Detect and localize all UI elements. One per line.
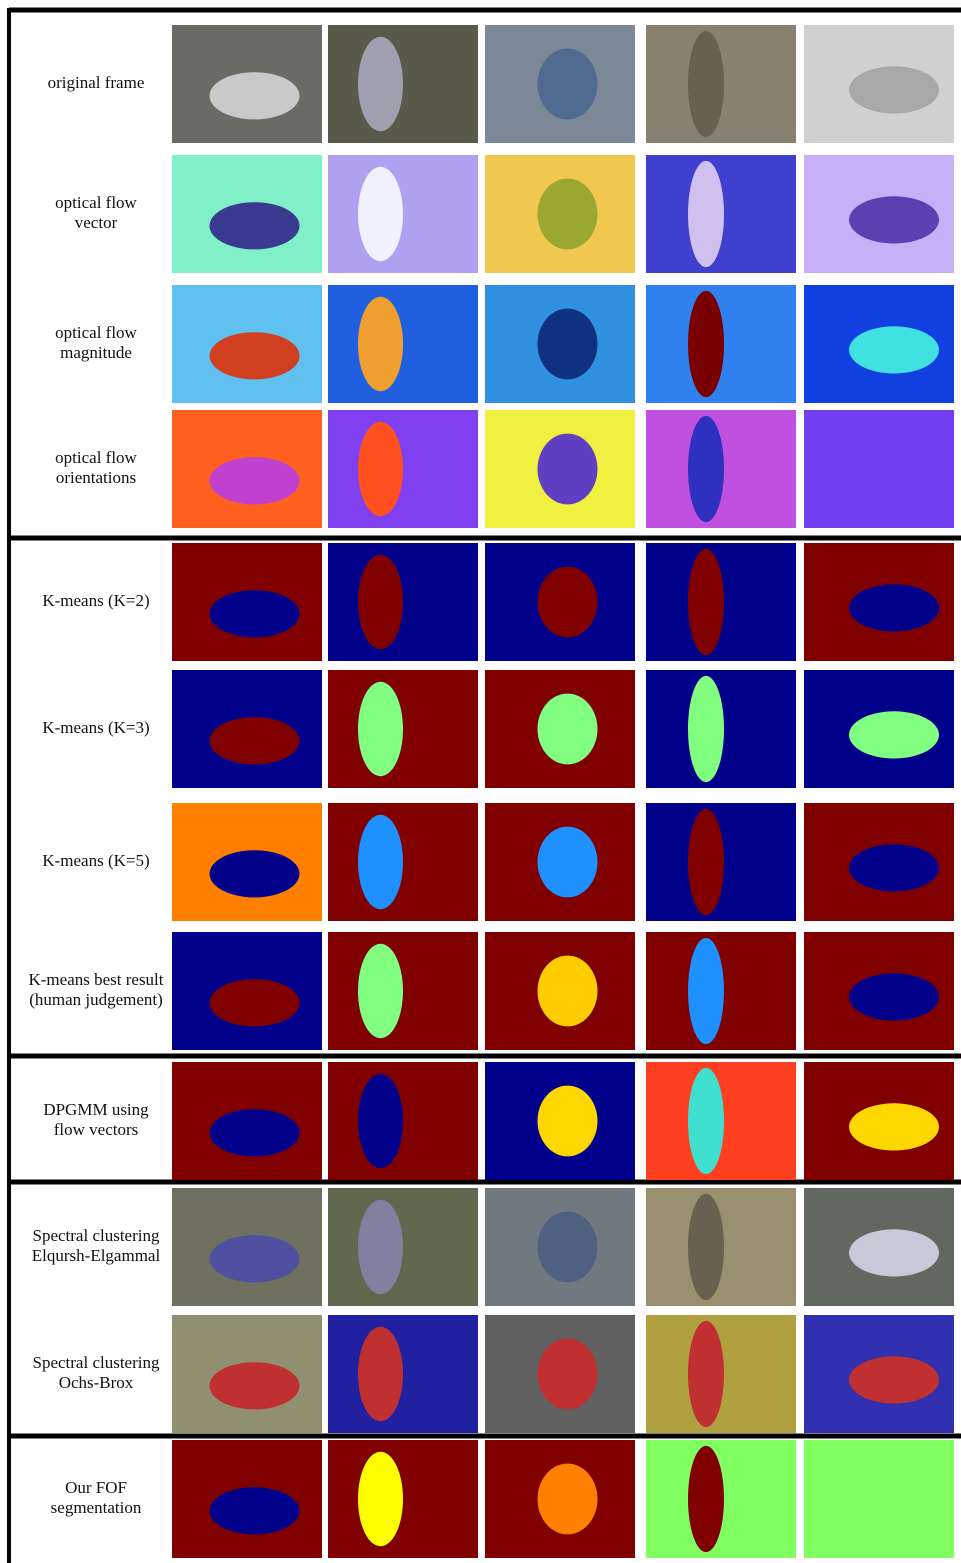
image-region (688, 549, 724, 655)
row-label: optical flow (55, 193, 137, 212)
image-region (210, 717, 300, 764)
image-region (688, 809, 724, 915)
image-region (849, 844, 939, 891)
image-region (688, 938, 724, 1044)
image-region (358, 37, 403, 131)
image-region (538, 827, 598, 898)
row-label: original frame (48, 73, 145, 92)
image-region (358, 944, 403, 1038)
image-region (210, 979, 300, 1026)
image-region (538, 567, 598, 638)
row-label: vector (75, 213, 118, 232)
image-region (849, 196, 939, 243)
row-label: K-means (K=5) (42, 851, 149, 870)
image-region (849, 973, 939, 1020)
image-region (538, 179, 598, 250)
image-region (688, 1321, 724, 1427)
image-region (538, 434, 598, 505)
row-label: optical flow (55, 448, 137, 467)
image-region (210, 590, 300, 637)
row-label: K-means best result (28, 970, 163, 989)
image-region (688, 1446, 724, 1552)
row-label: Spectral clustering (33, 1353, 160, 1372)
image-region (849, 1356, 939, 1403)
page: {"rows": [ {"label": ["original frame"]}… (0, 0, 961, 1563)
row-label: K-means (K=3) (42, 718, 149, 737)
row-label: Elqursh-Elgammal (32, 1246, 161, 1265)
row-label: K-means (K=2) (42, 591, 149, 610)
image-region (849, 66, 939, 113)
image-region (210, 850, 300, 897)
image-region (849, 711, 939, 758)
image-region (210, 457, 300, 504)
image-region (849, 451, 939, 498)
image-region (538, 1464, 598, 1535)
image-region (358, 422, 403, 516)
image-region (358, 1327, 403, 1421)
image-region (210, 332, 300, 379)
image-region (358, 1074, 403, 1168)
image-region (358, 682, 403, 776)
image-region (688, 31, 724, 137)
row-label: orientations (56, 468, 136, 487)
image-region (358, 555, 403, 649)
image-region (210, 202, 300, 249)
image-region (538, 1212, 598, 1283)
image-region (849, 1229, 939, 1276)
image-region (688, 676, 724, 782)
image-region (688, 161, 724, 267)
image-region (849, 584, 939, 631)
image-region (538, 1339, 598, 1410)
image-region (688, 291, 724, 397)
image-region (849, 326, 939, 373)
image-region (210, 1109, 300, 1156)
row-label: DPGMM using (43, 1100, 149, 1119)
image-region (688, 1194, 724, 1300)
row-label: Our FOF (65, 1478, 127, 1497)
image-region (210, 1362, 300, 1409)
image-region (849, 1481, 939, 1528)
image-region (688, 416, 724, 522)
image-region (688, 1068, 724, 1174)
row-label: (human judgement) (29, 990, 163, 1009)
image-region (358, 1200, 403, 1294)
row-label: Spectral clustering (33, 1226, 160, 1245)
image-region (210, 72, 300, 119)
image-region (358, 167, 403, 261)
image-region (849, 1103, 939, 1150)
image-region (538, 1086, 598, 1157)
image-region (358, 815, 403, 909)
image-region (538, 956, 598, 1027)
image-region (210, 1487, 300, 1534)
image-region (538, 694, 598, 765)
row-label: Ochs-Brox (59, 1373, 134, 1392)
row-label: optical flow (55, 323, 137, 342)
image-region (538, 49, 598, 120)
image-region (210, 1235, 300, 1282)
image-region (358, 1452, 403, 1546)
image-region (358, 297, 403, 391)
figure: original frameoptical flowvectoroptical … (0, 0, 961, 1563)
image-region (538, 309, 598, 380)
row-label: segmentation (51, 1498, 142, 1517)
row-label: flow vectors (54, 1120, 139, 1139)
row-label: magnitude (60, 343, 132, 362)
